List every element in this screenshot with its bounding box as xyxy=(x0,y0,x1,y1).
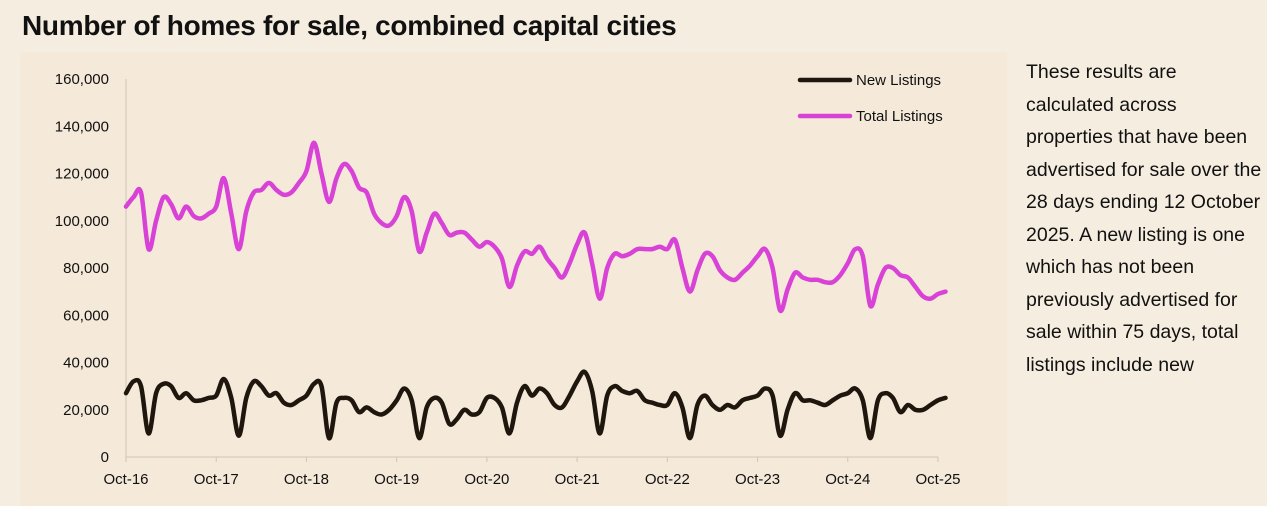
chart-title: Number of homes for sale, combined capit… xyxy=(22,10,677,41)
chart-panel: 0 20,000 40,000 60,000 80,000 100,000 120,000 1… xyxy=(20,52,1007,506)
side-note: These results are calculated across prop… xyxy=(1026,61,1262,376)
y-tick-label: 160,000 xyxy=(55,71,109,88)
x-tick-label: Oct-19 xyxy=(374,471,419,488)
legend-label: Total Listings xyxy=(856,108,943,125)
y-tick-label: 80,000 xyxy=(63,260,109,277)
x-tick-label: Oct-20 xyxy=(464,471,509,488)
y-tick-label: 20,000 xyxy=(63,402,109,419)
x-tick-label: Oct-16 xyxy=(103,471,148,488)
y-tick-label: 60,000 xyxy=(63,307,109,324)
y-tick-label: 120,000 xyxy=(55,166,109,183)
x-tick-label: Oct-22 xyxy=(645,471,690,488)
legend-label: New Listings xyxy=(856,72,941,89)
x-tick-label: Oct-24 xyxy=(825,471,870,488)
y-tick-label: 40,000 xyxy=(63,355,109,372)
series-line-total-listings xyxy=(123,140,948,314)
x-tick-label: Oct-21 xyxy=(555,471,600,488)
series-line-new-listings xyxy=(123,369,948,441)
y-tick-label: 140,000 xyxy=(55,118,109,135)
y-tick-label: 0 xyxy=(101,449,109,466)
x-tick-label: Oct-23 xyxy=(735,471,780,488)
x-tick-label: Oct-25 xyxy=(915,471,960,488)
x-tick-label: Oct-18 xyxy=(284,471,329,488)
x-tick-label: Oct-17 xyxy=(194,471,239,488)
y-tick-label: 100,000 xyxy=(55,213,109,230)
line-chart: 0 20,000 40,000 60,000 80,000 100,000 120,000 1… xyxy=(55,71,961,488)
